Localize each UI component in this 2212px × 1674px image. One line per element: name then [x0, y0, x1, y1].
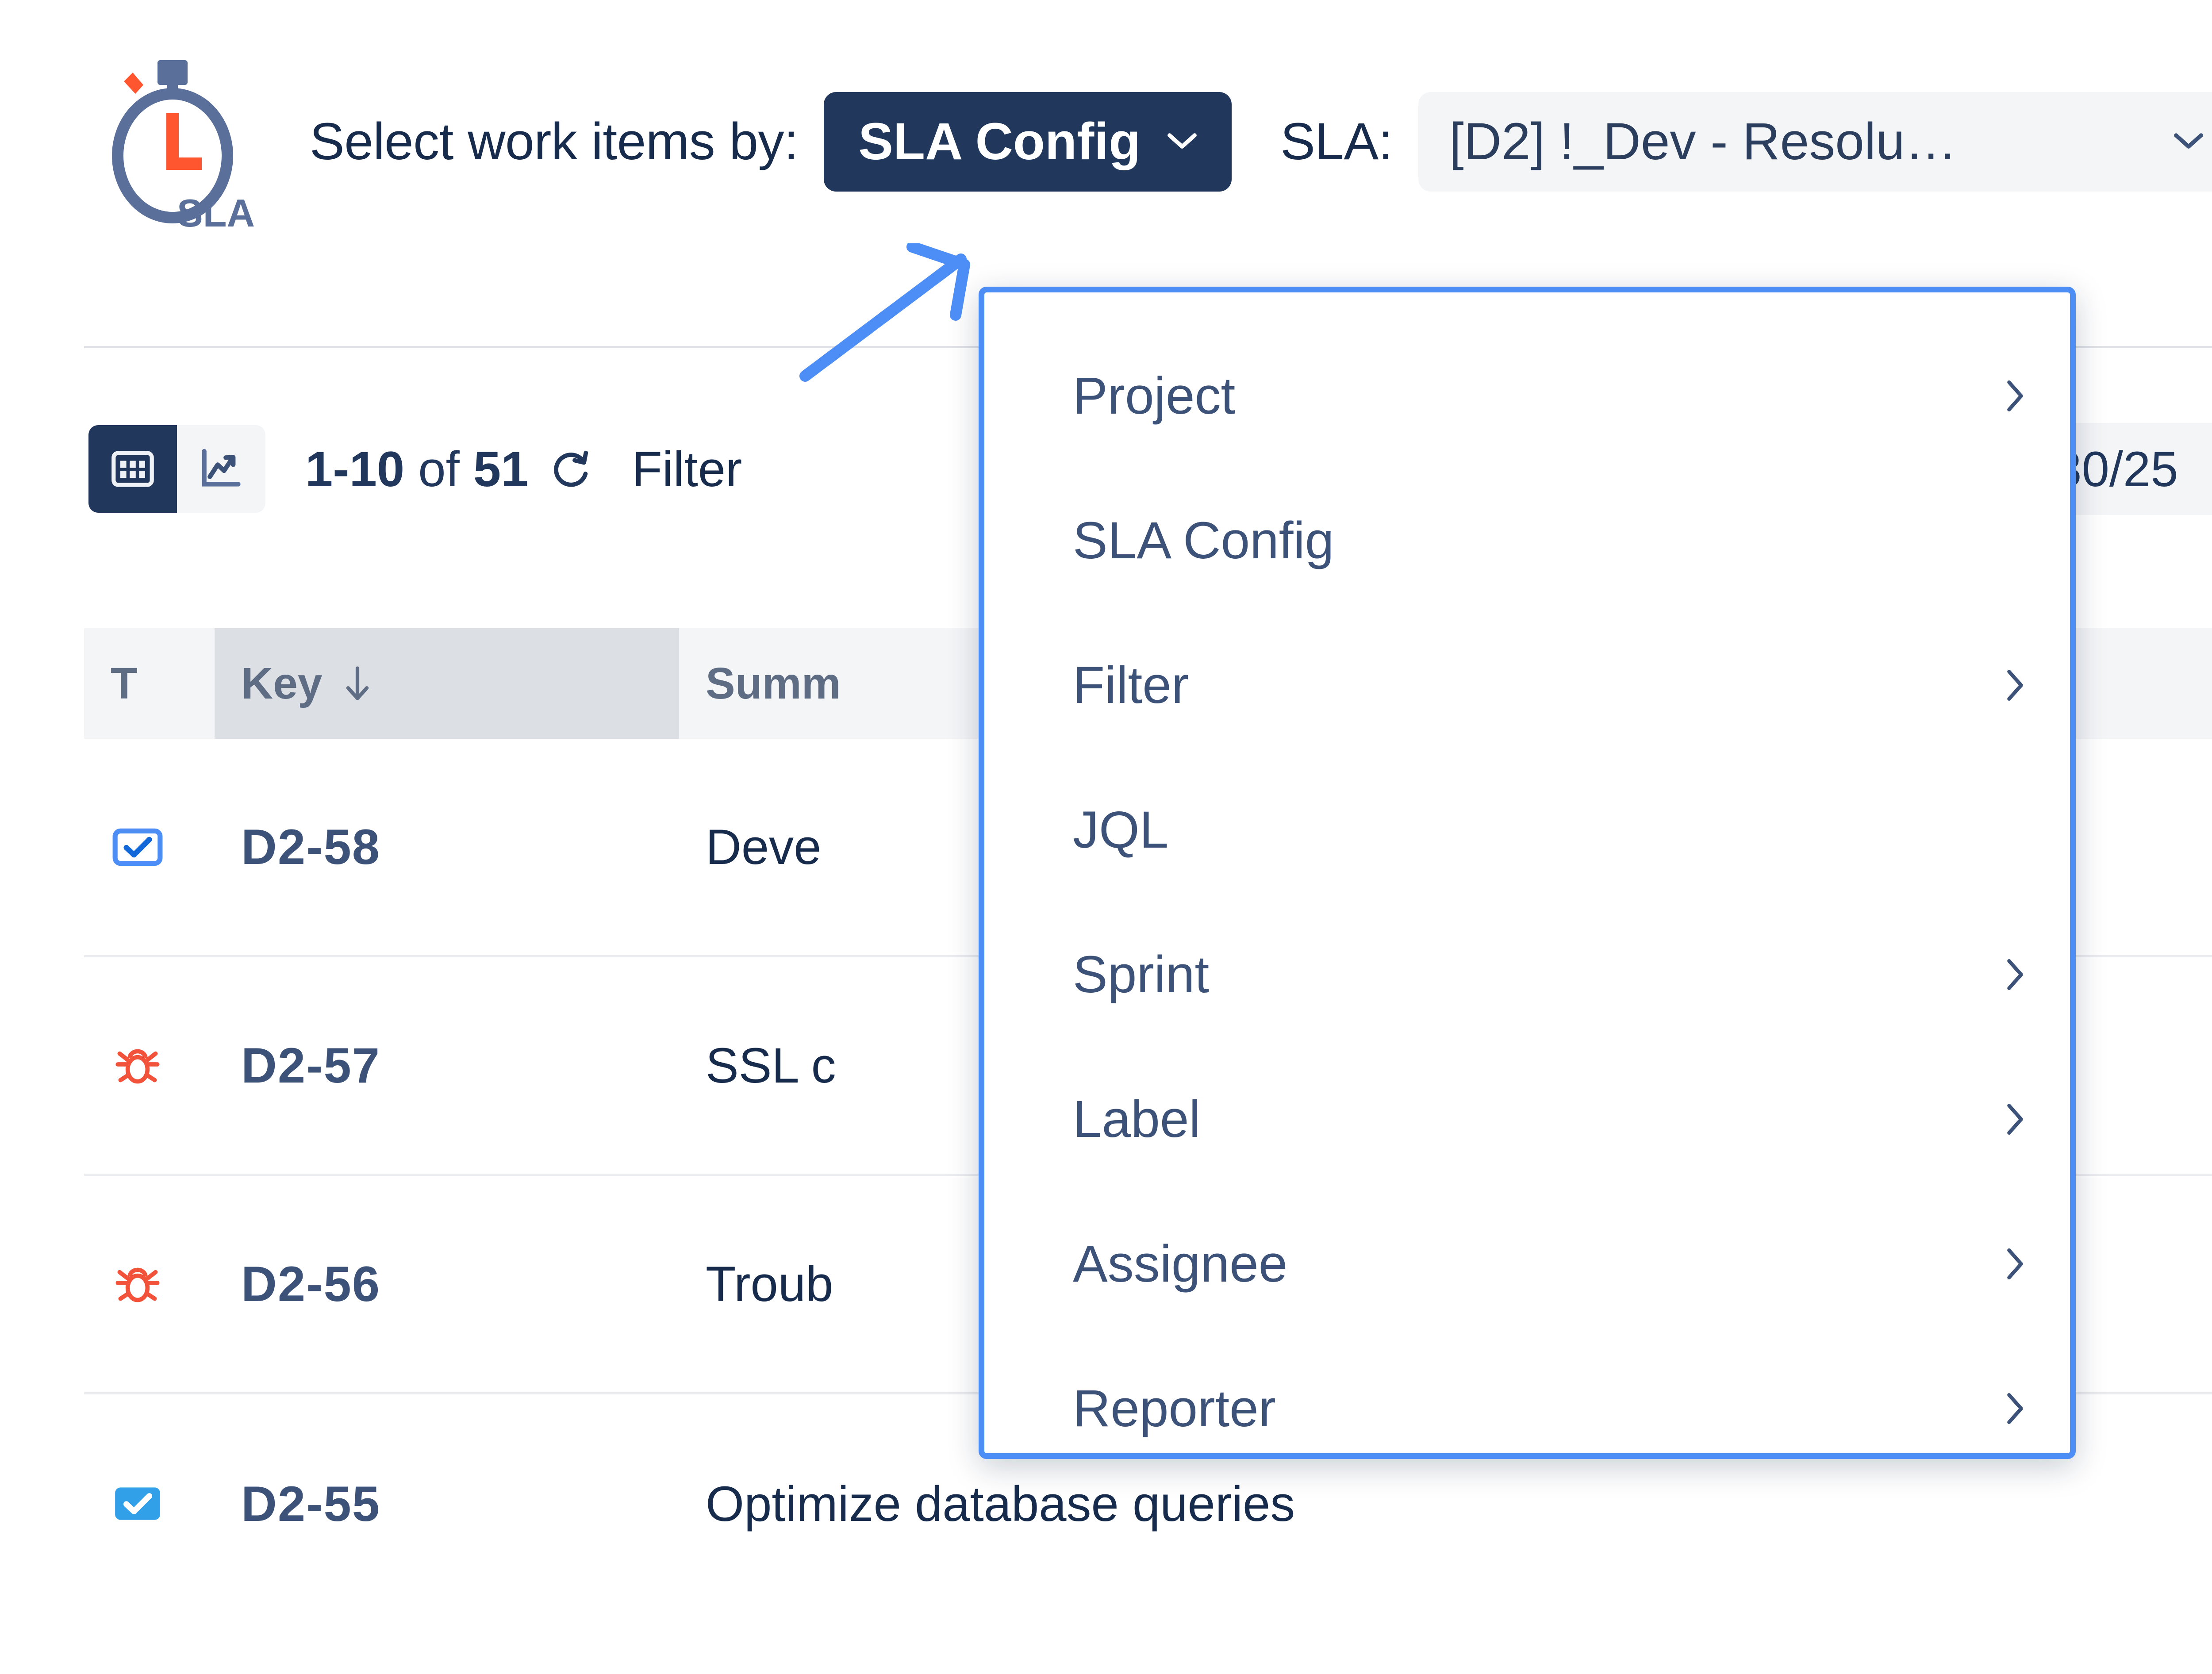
refresh-icon[interactable] — [548, 445, 596, 493]
pagination-total: 51 — [473, 441, 529, 497]
menu-item-label: Filter — [1073, 656, 1189, 714]
select-work-items-by-button[interactable]: SLA Config — [824, 92, 1232, 192]
menu-list: Project SLA Config Filter JQL Sprint — [984, 292, 2070, 1453]
menu-item-label: JQL — [1073, 800, 1169, 859]
select-work-items-by-value: SLA Config — [858, 112, 1141, 171]
svg-text:SLA: SLA — [177, 191, 255, 230]
chevron-right-icon — [2007, 1103, 2023, 1135]
column-header-key[interactable]: Key — [215, 628, 679, 739]
cell-key[interactable]: D2-58 — [241, 819, 381, 875]
cell-key[interactable]: D2-55 — [241, 1476, 381, 1532]
cell-type — [84, 956, 215, 1175]
column-header-type[interactable]: T — [111, 658, 138, 708]
stopwatch-icon: SLA — [112, 60, 255, 230]
cell-summary[interactable]: Optimize database queries — [706, 1476, 1295, 1532]
menu-item-project[interactable]: Project — [984, 323, 2070, 468]
bug-icon — [115, 1049, 160, 1083]
menu-item-label: Reporter — [1073, 1379, 1276, 1438]
chevron-right-icon — [2007, 1248, 2023, 1279]
pagination-range: 1-10 — [305, 441, 405, 497]
menu-item-reporter[interactable]: Reporter — [984, 1336, 2070, 1453]
cell-summary[interactable]: SSL c — [706, 1038, 836, 1093]
chart-view-button[interactable] — [177, 425, 265, 513]
cell-type — [84, 738, 215, 956]
menu-item-sla-config[interactable]: SLA Config — [984, 468, 2070, 613]
grid-view-icon — [111, 451, 154, 487]
select-work-items-by-menu[interactable]: Project SLA Config Filter JQL Sprint — [979, 287, 2076, 1459]
task-check-filled-icon — [115, 1487, 160, 1520]
chevron-down-icon — [1167, 133, 1197, 149]
bug-icon — [115, 1267, 160, 1302]
cell-type — [84, 1394, 215, 1613]
trend-chart-icon — [202, 449, 241, 487]
grid-view-button[interactable] — [88, 425, 177, 513]
chevron-right-icon — [2007, 669, 2023, 701]
column-header-summary[interactable]: Summ — [706, 658, 841, 708]
cell-key[interactable]: D2-57 — [241, 1038, 381, 1093]
chevron-right-icon — [2007, 380, 2023, 411]
menu-item-filter[interactable]: Filter — [984, 613, 2070, 757]
menu-item-label: Label — [1073, 1090, 1201, 1148]
menu-item-label: Sprint — [1073, 945, 1210, 1004]
chevron-right-icon — [2007, 959, 2023, 990]
chevron-down-icon — [2174, 133, 2203, 149]
select-work-items-label: Select work items by: — [310, 112, 799, 171]
menu-item-sprint[interactable]: Sprint — [984, 902, 2070, 1047]
pagination-count: 1-10 of 51 — [305, 441, 528, 498]
menu-item-label[interactable]: Label — [984, 1047, 2070, 1191]
menu-item-label: SLA Config — [1073, 511, 1334, 570]
cell-key[interactable]: D2-56 — [241, 1256, 381, 1312]
menu-item-assignee[interactable]: Assignee — [984, 1191, 2070, 1336]
column-header-key-label: Key — [241, 658, 323, 708]
table-row[interactable]: D2-55 Optimize database queries Bri — [84, 1394, 2212, 1613]
sla-select[interactable]: [D2] !_Dev - Resolu… — [1418, 92, 2212, 192]
page-header: SLA Select work items by: SLA Config SLA… — [0, 0, 2212, 283]
sla-stopwatch-logo: SLA — [88, 53, 274, 230]
task-check-outline-icon — [112, 828, 163, 866]
filter-label: Filter — [632, 441, 742, 497]
view-mode-toggle — [88, 425, 265, 513]
sla-select-value: [D2] !_Dev - Resolu… — [1449, 112, 1957, 171]
cell-summary[interactable]: Deve — [706, 819, 822, 875]
menu-item-label: Assignee — [1073, 1234, 1288, 1293]
arrow-down-icon — [346, 666, 369, 700]
sla-label: SLA: — [1280, 112, 1393, 171]
menu-item-label: Project — [1073, 366, 1236, 425]
menu-item-jql[interactable]: JQL — [984, 757, 2070, 902]
cell-type — [84, 1175, 215, 1394]
cell-summary[interactable]: Troub — [706, 1256, 833, 1312]
chevron-right-icon — [2007, 1393, 2023, 1424]
pagination-of: of — [418, 441, 460, 497]
